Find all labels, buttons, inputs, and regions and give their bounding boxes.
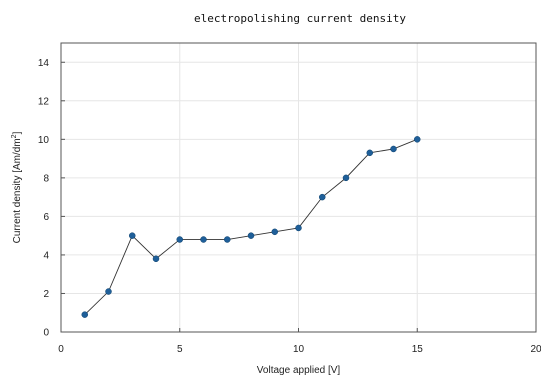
y-tick-label-6: 12 xyxy=(38,96,50,107)
data-point-4 xyxy=(176,236,183,243)
data-point-1 xyxy=(105,288,112,295)
data-point-11 xyxy=(342,174,350,182)
y-tick-label-5: 10 xyxy=(38,135,50,146)
data-point-5 xyxy=(200,236,207,243)
data-point-7 xyxy=(247,232,255,239)
x-tick-label-0: 0 xyxy=(58,344,64,355)
x-axis-label: Voltage applied [V] xyxy=(257,365,341,376)
y-axis-label-main: Current density [Am/dm xyxy=(12,138,23,243)
axis-ticks: 0 5 10 15 20 0 2 4 6 8 10 12 14 xyxy=(38,58,541,355)
y-tick-label-0: 0 xyxy=(43,328,49,339)
data-point-2 xyxy=(129,232,136,239)
x-tick-label-1: 5 xyxy=(177,344,183,355)
data-point-13 xyxy=(390,145,397,153)
y-tick-label-7: 14 xyxy=(38,58,50,69)
y-axis-label-superscript: 2 xyxy=(11,134,18,138)
grid xyxy=(60,43,537,333)
y-tick-label-2: 4 xyxy=(43,250,49,261)
data-point-14 xyxy=(414,136,421,143)
y-tick-label-3: 6 xyxy=(43,212,49,223)
data-point-10 xyxy=(319,193,326,201)
chart-title: electropolishing current density xyxy=(194,12,406,25)
series-layer xyxy=(81,136,421,318)
data-point-12 xyxy=(366,149,373,157)
data-point-3 xyxy=(152,255,160,263)
data-point-0 xyxy=(81,311,88,318)
data-point-6 xyxy=(224,236,231,243)
y-tick-label-1: 2 xyxy=(43,289,49,300)
y-tick-label-4: 8 xyxy=(43,173,49,184)
data-point-9 xyxy=(295,224,302,232)
x-tick-label-4: 20 xyxy=(530,344,541,355)
y-axis-label-end: ] xyxy=(12,131,23,134)
x-tick-label-3: 15 xyxy=(412,344,424,355)
series-line-0 xyxy=(84,138,418,315)
x-tick-label-2: 10 xyxy=(293,344,305,355)
data-point-8 xyxy=(271,228,278,236)
y-axis-label: Current density [Am/dm2] xyxy=(11,131,23,243)
